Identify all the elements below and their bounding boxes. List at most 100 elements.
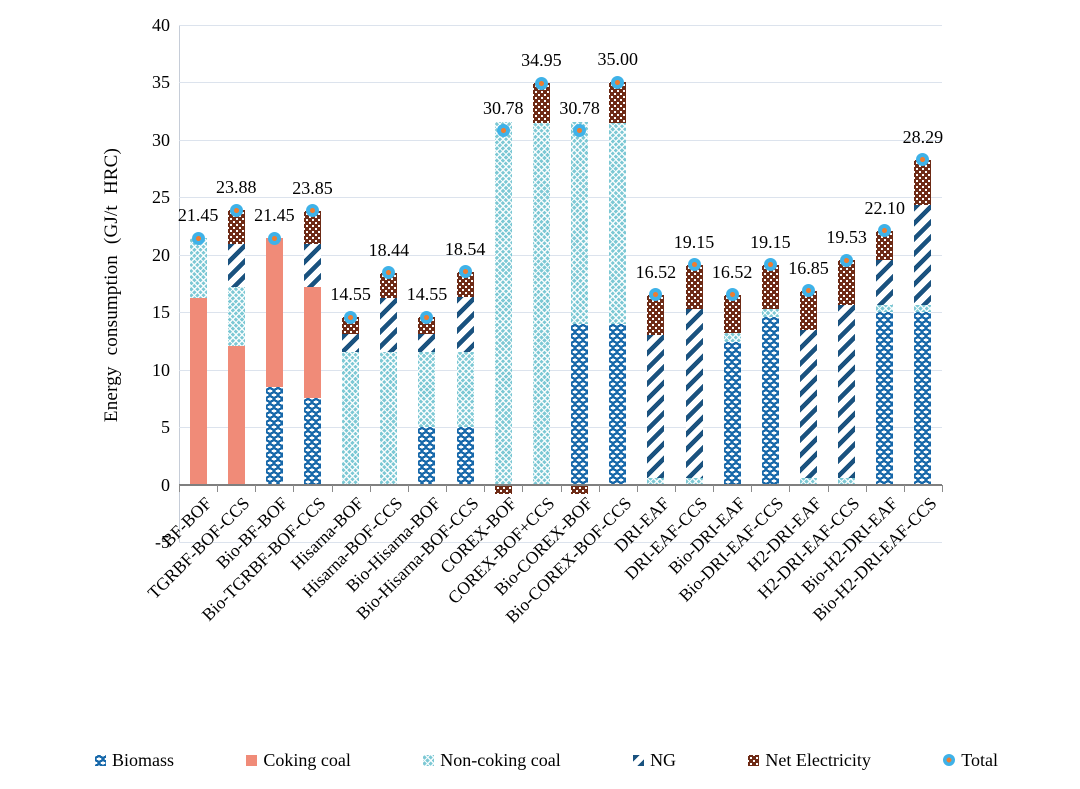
bar-segment-noncoking (609, 122, 627, 324)
bar-segment-noncoking (914, 305, 932, 313)
bar-segment-noncoking (876, 305, 894, 313)
bar-segment-biomass (304, 398, 322, 485)
legend-item-biomass: Biomass (95, 749, 174, 771)
bar-segment-noncoking (494, 121, 512, 485)
x-axis-tick (598, 484, 600, 492)
bar-segment-biomass (571, 323, 589, 485)
x-axis-tick (674, 484, 676, 492)
data-label: 16.85 (788, 257, 829, 278)
legend-label: Net Electricity (765, 750, 871, 770)
y-tick-label: 35 (152, 72, 170, 93)
bar-segment-elec (799, 290, 817, 330)
bar-segment-elec (227, 210, 245, 245)
data-label: 30.78 (483, 97, 524, 118)
legend-swatch-coking (246, 754, 258, 766)
total-marker (344, 310, 358, 324)
bar-segment-noncoking (227, 286, 245, 346)
bar-segment-ng (456, 297, 474, 353)
total-marker (382, 266, 396, 280)
bar-segment-biomass (609, 323, 627, 485)
bar-segment-noncoking (838, 477, 856, 485)
bar-segment-noncoking (380, 352, 398, 485)
total-marker (420, 310, 434, 324)
legend-label: Total (961, 750, 998, 770)
legend: Biomass Coking coal Non-coking coal NG Net E… (95, 748, 998, 772)
bar-segment-elec (494, 484, 512, 494)
legend-swatch-biomass (95, 754, 106, 766)
data-label: 19.53 (826, 227, 867, 248)
data-label: 18.44 (368, 239, 410, 260)
legend-swatch-total (943, 754, 956, 766)
legend-swatch-noncoking (423, 754, 435, 766)
bar-segment-ng (647, 334, 665, 478)
y-tick-label: 15 (152, 302, 170, 323)
bar-segment-ng (914, 205, 932, 306)
bar-segment-coking (265, 238, 283, 387)
total-marker (611, 75, 625, 89)
gridline (179, 369, 942, 371)
data-label: 35.00 (597, 49, 638, 70)
total-marker (534, 76, 548, 90)
bar-segment-noncoking (761, 308, 779, 317)
data-label: 23.85 (292, 177, 333, 198)
gridline (179, 254, 942, 256)
y-tick-label: 0 (161, 474, 170, 495)
gridline (179, 197, 942, 199)
gridline (179, 542, 942, 543)
y-tick-label: 40 (152, 15, 170, 35)
x-axis-tick (903, 484, 905, 492)
x-axis-tick (293, 484, 295, 492)
bar-segment-coking (227, 345, 245, 485)
data-label: 28.29 (902, 126, 944, 147)
bar-segment-noncoking (418, 352, 436, 427)
bar-segment-ng (799, 330, 817, 478)
bar-segment-elec (761, 264, 779, 309)
bar-segment-elec (609, 82, 627, 123)
data-label: 34.95 (521, 50, 562, 71)
data-label: 21.45 (177, 205, 219, 226)
bar-segment-ng (380, 298, 398, 353)
gridline (179, 139, 942, 141)
x-axis-tick (446, 484, 448, 492)
total-marker (267, 231, 281, 245)
gridline (179, 312, 942, 314)
total-marker (725, 288, 739, 302)
total-marker (649, 288, 663, 302)
x-axis-tick (331, 484, 333, 492)
total-marker (458, 265, 472, 279)
legend-swatch-ng (633, 754, 645, 766)
legend-item-ng: NG (633, 749, 676, 771)
y-axis-line (179, 25, 180, 542)
x-axis-tick (942, 484, 943, 492)
legend-item-coking: Coking coal (246, 749, 351, 771)
data-label: 21.45 (254, 205, 295, 226)
x-axis-tick (522, 484, 524, 492)
bar-segment-elec (456, 271, 474, 298)
total-marker (763, 258, 777, 272)
y-tick-label: 5 (161, 417, 170, 438)
x-axis-tick (865, 484, 867, 492)
bar-segment-ng (876, 259, 894, 306)
bar-segment-noncoking (189, 238, 207, 299)
bar-segment-biomass (723, 341, 741, 485)
y-tick-label: 20 (152, 244, 170, 265)
x-axis-tick (789, 484, 791, 492)
bar-segment-noncoking (456, 352, 474, 427)
bar-segment-elec (876, 230, 894, 260)
bar-segment-elec (723, 294, 741, 334)
bar-segment-noncoking (647, 477, 665, 485)
legend-swatch-elec (748, 754, 760, 766)
x-axis-tick (484, 484, 486, 492)
bar-segment-noncoking (571, 121, 589, 324)
x-axis-tick (407, 484, 409, 492)
bar-segment-biomass (456, 426, 474, 485)
x-axis-tick (369, 484, 371, 492)
bar-segment-ng (685, 308, 703, 478)
gridline (179, 427, 942, 429)
legend-label: Non-coking coal (440, 750, 561, 770)
bar-segment-elec (914, 159, 932, 206)
bar-segment-noncoking (799, 477, 817, 485)
data-label: 19.15 (673, 231, 715, 252)
legend-label: Coking coal (263, 750, 351, 770)
legend-item-total: Total (943, 749, 998, 771)
